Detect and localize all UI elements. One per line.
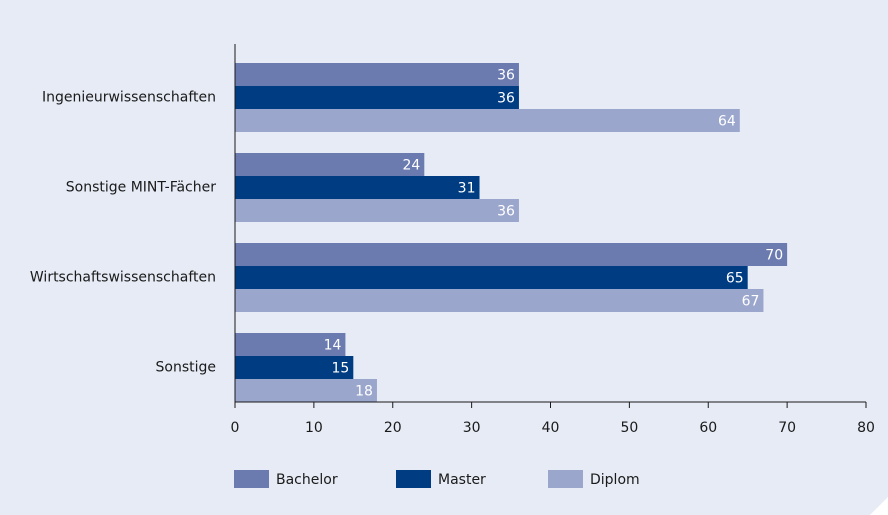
data-label-diplom-wirtschaftswissenschaften: 67	[742, 294, 760, 310]
legend-label-master: Master	[438, 472, 486, 488]
x-tick-label-0: 0	[231, 420, 240, 436]
x-tick-label-50: 50	[620, 420, 638, 436]
legend: Bachelor Master Diplom	[234, 470, 640, 488]
axes: 0 10 20 30 40 50 60 70 80	[231, 44, 875, 436]
category-labels: Ingenieurwissenschaften Sonstige MINT-Fäc…	[30, 90, 216, 376]
bar-bachelor-ingenieurwissenschaften	[235, 63, 519, 86]
bar-master-sonstige	[235, 356, 354, 379]
data-label-diplom-ingenieurwissenschaften: 64	[718, 114, 736, 130]
legend-swatch-master	[396, 470, 431, 488]
x-tick-label-30: 30	[463, 420, 481, 436]
bar-master-wirtschaftswissenschaften	[235, 266, 748, 289]
data-label-master-sonstige-mint-f-cher: 31	[458, 181, 476, 197]
x-tick-label-20: 20	[384, 420, 402, 436]
bar-diplom-sonstige-mint-f-cher	[235, 199, 519, 222]
bar-diplom-sonstige	[235, 379, 377, 402]
category-label-wirtschaftswissenschaften: Wirtschaftswissenschaften	[30, 270, 216, 286]
data-label-diplom-sonstige: 18	[355, 384, 373, 400]
x-tick-label-70: 70	[778, 420, 796, 436]
data-label-bachelor-wirtschaftswissenschaften: 70	[765, 248, 783, 264]
data-label-master-sonstige: 15	[331, 361, 349, 377]
bars: 36 36 64 24 31 36 70 65 67 14 15 18	[235, 63, 788, 402]
data-label-bachelor-sonstige: 14	[324, 338, 342, 354]
bar-master-ingenieurwissenschaften	[235, 86, 519, 109]
legend-label-diplom: Diplom	[590, 472, 640, 488]
legend-label-bachelor: Bachelor	[276, 472, 338, 488]
bar-bachelor-sonstige	[235, 333, 346, 356]
legend-swatch-diplom	[548, 470, 583, 488]
data-label-diplom-sonstige-mint-f-cher: 36	[497, 204, 515, 220]
data-label-master-ingenieurwissenschaften: 36	[497, 91, 515, 107]
bar-diplom-ingenieurwissenschaften	[235, 109, 740, 132]
x-tick-label-60: 60	[699, 420, 717, 436]
data-label-bachelor-ingenieurwissenschaften: 36	[497, 68, 515, 84]
x-tick-label-80: 80	[857, 420, 875, 436]
data-label-bachelor-sonstige-mint-f-cher: 24	[402, 158, 420, 174]
bar-bachelor-sonstige-mint-f-cher	[235, 153, 425, 176]
category-label-ingenieurwissenschaften: Ingenieurwissenschaften	[42, 90, 216, 106]
category-label-sonstige-mint-f-cher: Sonstige MINT-Fächer	[66, 180, 216, 196]
bar-master-sonstige-mint-f-cher	[235, 176, 480, 199]
x-tick-label-10: 10	[305, 420, 323, 436]
category-label-sonstige: Sonstige	[156, 360, 217, 376]
bar-bachelor-wirtschaftswissenschaften	[235, 243, 788, 266]
bar-diplom-wirtschaftswissenschaften	[235, 289, 764, 312]
x-tick-label-40: 40	[542, 420, 560, 436]
data-label-master-wirtschaftswissenschaften: 65	[726, 271, 744, 287]
legend-swatch-bachelor	[234, 470, 269, 488]
